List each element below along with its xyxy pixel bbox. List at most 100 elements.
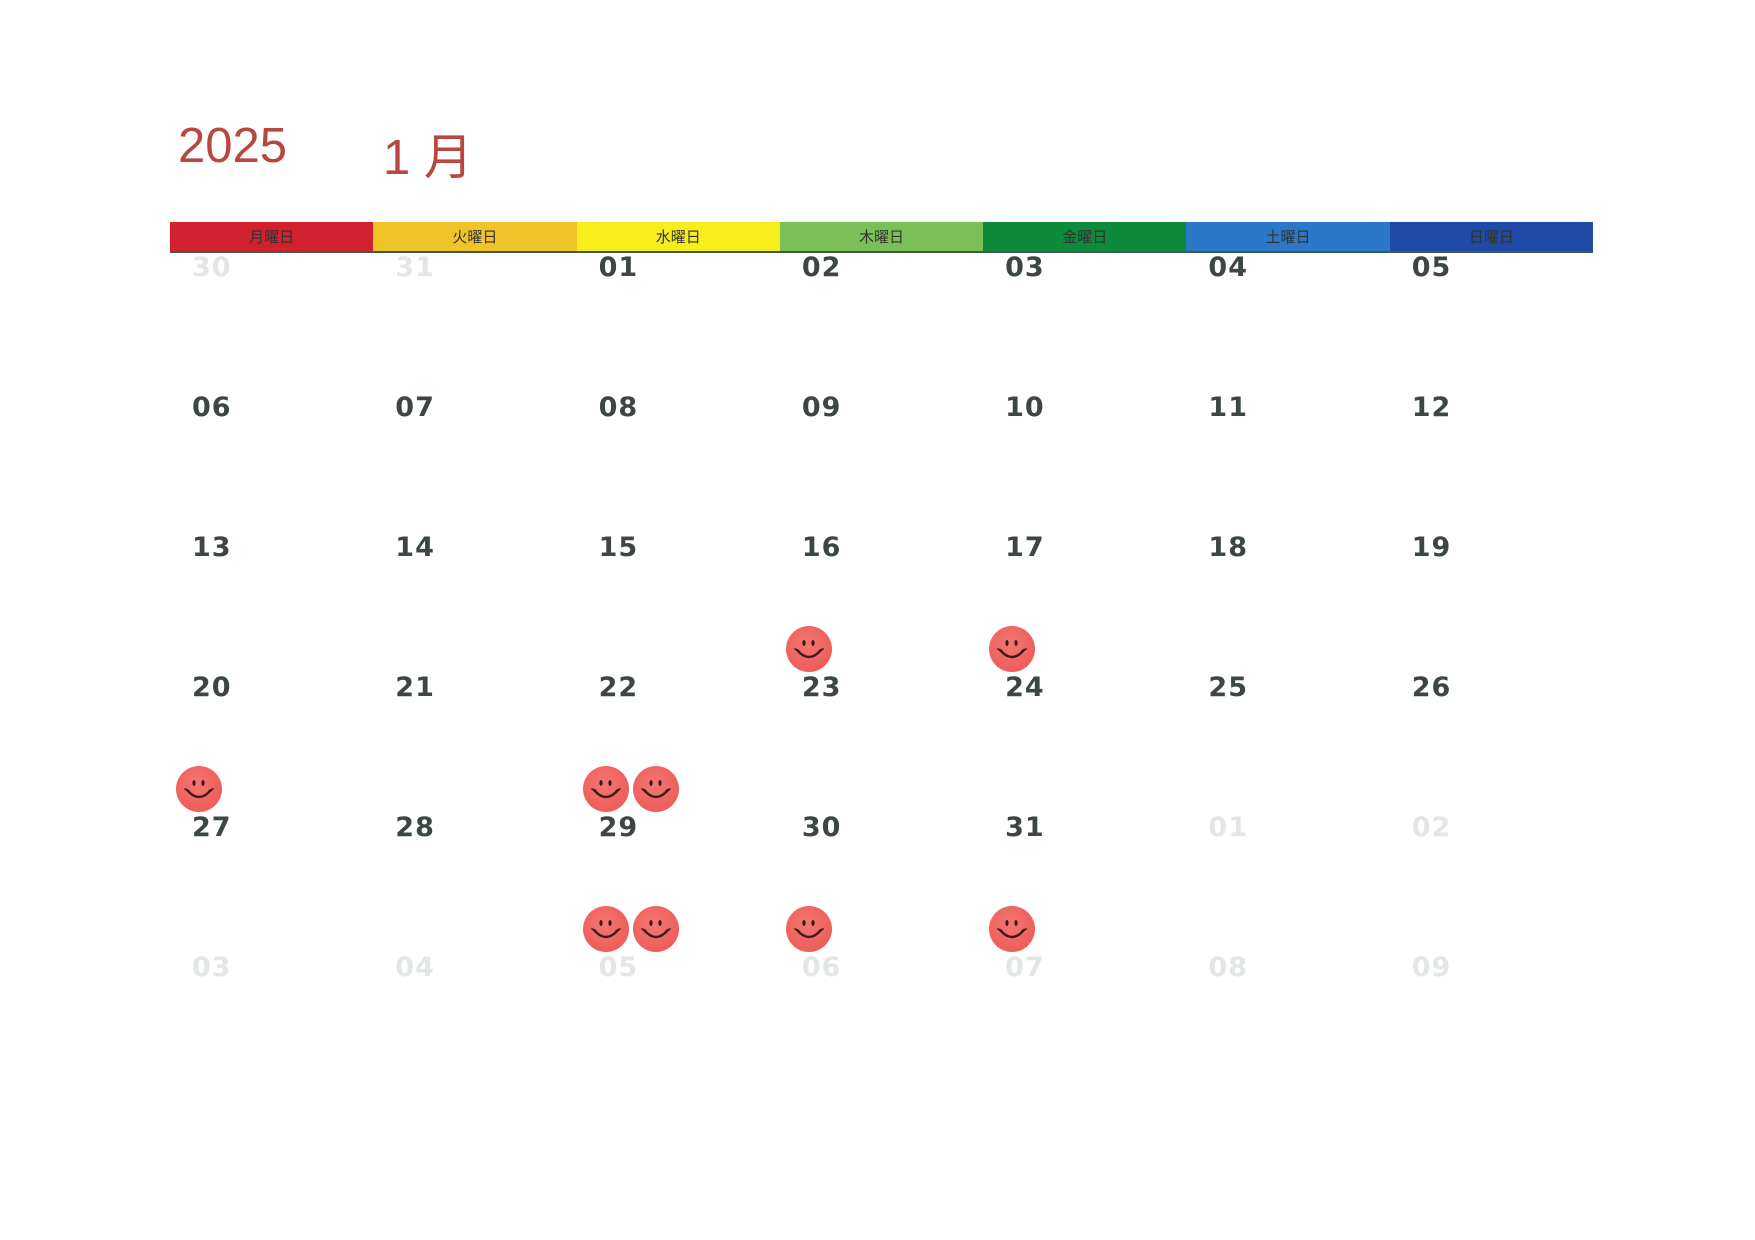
day-number: 05 (598, 952, 639, 983)
day-cell: 19 (1390, 532, 1593, 672)
day-number: 23 (801, 672, 842, 703)
day-cell: 06 (170, 392, 373, 532)
smiley-sticker-icon (176, 766, 222, 812)
day-cell: 17 (983, 532, 1186, 672)
day-number: 10 (1005, 392, 1045, 423)
day-number: 13 (192, 532, 232, 563)
day-cell: 02 (780, 252, 983, 392)
day-cell: 28 (373, 812, 576, 952)
smiley-sticker-icon (582, 766, 629, 812)
day-number: 19 (1411, 532, 1452, 563)
day-number: 26 (1411, 672, 1452, 703)
day-cell: 13 (170, 532, 373, 672)
calendar-month: 1 月 (383, 131, 473, 185)
day-cell: 10 (983, 392, 1186, 532)
day-number: 30 (801, 812, 842, 843)
day-cell: 31 (983, 812, 1186, 952)
day-number: 31 (1005, 812, 1045, 843)
week-row: 30 31 01 02 03 04 05 (170, 252, 1593, 392)
day-cell: 07 (373, 392, 576, 532)
day-number: 14 (395, 532, 435, 563)
day-number: 09 (1411, 952, 1452, 983)
stamp-group (989, 906, 1036, 956)
week-row: 13 14 15 16 17 18 19 (170, 532, 1593, 672)
day-cell: 04 (1186, 252, 1389, 392)
weekday-label: 木曜日 (779, 222, 984, 251)
day-cell: 02 (1390, 812, 1593, 952)
day-cell: 03 (170, 952, 373, 1092)
day-number: 06 (192, 392, 232, 423)
day-cell: 16 (780, 532, 983, 672)
day-number: 04 (395, 952, 435, 983)
day-number: 22 (598, 672, 639, 703)
smiley-sticker-icon (989, 626, 1036, 672)
day-cell: 30 (170, 252, 373, 392)
day-cell: 05 (1390, 252, 1593, 392)
day-number: 28 (395, 812, 435, 843)
day-cell: 09 (780, 392, 983, 532)
day-number: 16 (801, 532, 842, 563)
day-number: 07 (1005, 952, 1045, 983)
day-number: 07 (395, 392, 435, 423)
weekday-label: 水曜日 (576, 222, 780, 251)
day-cell: 08 (577, 392, 780, 532)
day-number: 27 (192, 812, 232, 843)
week-row: 20 21 22 23 24 25 26 (170, 672, 1593, 812)
weekday-label: 金曜日 (983, 222, 1187, 251)
week-row: 03 04 05 06 07 08 09 (170, 952, 1593, 1092)
day-cell: 15 (577, 532, 780, 672)
day-number: 04 (1208, 252, 1248, 283)
day-cell: 25 (1186, 672, 1389, 812)
day-cell: 01 (1186, 812, 1389, 952)
day-number: 01 (598, 252, 639, 283)
week-row: 06 07 08 09 10 11 12 (170, 392, 1593, 532)
stamp-group (582, 906, 679, 956)
day-cell: 23 (780, 672, 983, 812)
day-number: 29 (598, 812, 639, 843)
calendar-grid: 30 31 01 02 03 04 05 06 07 08 09 10 11 12 13 14 15 16 17 18… (170, 252, 1593, 1092)
smiley-sticker-icon (632, 766, 679, 812)
day-cell: 08 (1186, 952, 1389, 1092)
stamp-group (989, 626, 1036, 676)
day-cell: 14 (373, 532, 576, 672)
day-cell: 18 (1186, 532, 1389, 672)
day-number: 09 (801, 392, 842, 423)
day-number: 24 (1005, 672, 1045, 703)
smiley-sticker-icon (785, 906, 832, 952)
day-number: 30 (192, 252, 232, 283)
day-number: 06 (801, 952, 842, 983)
day-number: 31 (395, 252, 435, 283)
weekday-label: 日曜日 (1389, 222, 1593, 251)
smiley-sticker-icon (989, 906, 1036, 952)
day-cell: 30 (780, 812, 983, 952)
weekday-label: 月曜日 (170, 222, 374, 251)
day-number: 15 (598, 532, 639, 563)
day-cell: 05 (577, 952, 780, 1092)
day-number: 03 (1005, 252, 1045, 283)
day-number: 17 (1005, 532, 1045, 563)
stamp-group (785, 906, 832, 956)
day-number: 18 (1208, 532, 1248, 563)
weekday-header: 月曜日 火曜日 水曜日 木曜日 金曜日 土曜日 日曜日 (170, 222, 1593, 253)
day-cell: 31 (373, 252, 576, 392)
day-number: 11 (1208, 392, 1248, 423)
week-row: 27 28 29 30 31 01 02 (170, 812, 1593, 952)
day-number: 21 (395, 672, 435, 703)
day-number: 20 (192, 672, 232, 703)
day-cell: 22 (577, 672, 780, 812)
day-number: 03 (192, 952, 232, 983)
smiley-sticker-icon (632, 906, 679, 952)
day-number: 01 (1208, 812, 1248, 843)
day-cell: 26 (1390, 672, 1593, 812)
day-cell: 24 (983, 672, 1186, 812)
stamp-group (176, 766, 222, 816)
day-cell: 01 (577, 252, 780, 392)
day-number: 12 (1411, 392, 1452, 423)
day-cell: 27 (170, 812, 373, 952)
weekday-label: 土曜日 (1186, 222, 1390, 251)
day-cell: 03 (983, 252, 1186, 392)
day-number: 08 (598, 392, 639, 423)
day-cell: 09 (1390, 952, 1593, 1092)
day-cell: 29 (577, 812, 780, 952)
day-number: 05 (1411, 252, 1452, 283)
